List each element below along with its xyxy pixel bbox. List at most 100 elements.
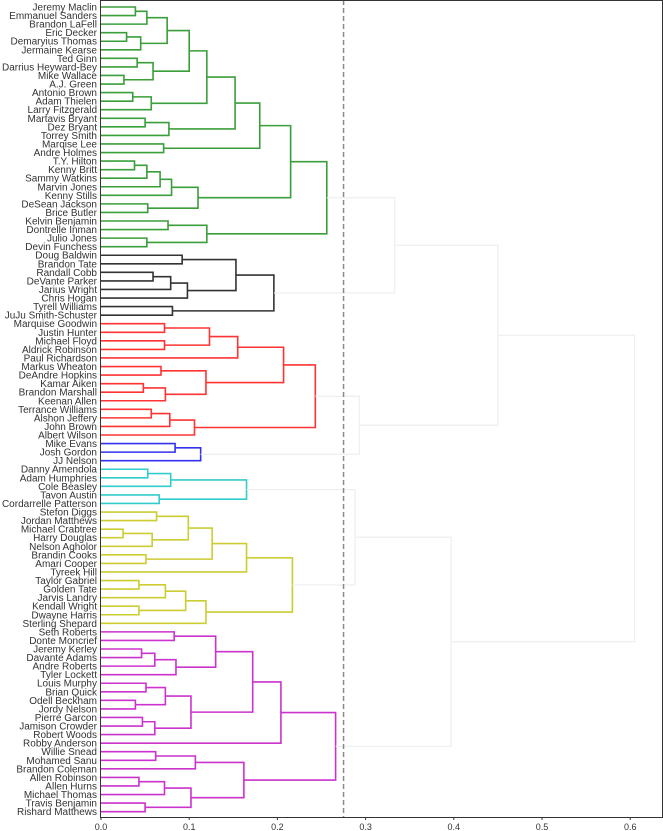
x-tick-label: 0.6 xyxy=(624,822,637,831)
leaf-label: Robert Woods xyxy=(33,730,97,741)
dendrogram-link xyxy=(101,408,153,419)
dendrogram-link xyxy=(147,186,199,209)
leaf-label: Tyrell Williams xyxy=(33,302,97,313)
dendrogram-link xyxy=(101,648,143,659)
leaf-label: Devin Funchess xyxy=(25,242,97,253)
leaf-label: Michael Crabtree xyxy=(21,525,98,536)
dendrogram-link xyxy=(335,536,452,747)
leaf-label: Brandon Tate xyxy=(38,259,98,270)
dendrogram-link xyxy=(190,650,254,713)
dendrogram-link xyxy=(101,472,172,488)
dendrogram-link xyxy=(101,220,169,231)
dendrogram-link xyxy=(160,370,207,396)
dendrogram-link xyxy=(101,652,156,667)
dendrogram-link xyxy=(101,164,148,179)
dendrogram-link xyxy=(246,488,356,586)
leaf-label: Dontrelle Inman xyxy=(26,225,97,236)
leaf-label: Andre Roberts xyxy=(33,662,97,673)
leaf-label: Adam Humphries xyxy=(20,473,97,484)
dendrogram-link xyxy=(138,590,187,612)
leaf-label: Aldrick Robinson xyxy=(22,345,97,356)
dendrogram-link xyxy=(101,282,189,299)
dendrogram-link xyxy=(145,787,192,809)
leaf-label: John Brown xyxy=(44,422,97,433)
leaf-label: Brandin Cooks xyxy=(31,550,97,561)
dendrogram-link xyxy=(153,29,190,72)
leaf-label: DeSean Jackson xyxy=(21,199,97,210)
dendrogram-link xyxy=(101,579,140,590)
leaf-label: Michael Floyd xyxy=(35,336,97,347)
leaf-label: Marquise Goodwin xyxy=(14,319,97,330)
dendrogram-link xyxy=(194,364,317,429)
dendrogram-link xyxy=(135,686,167,706)
dendrogram-link xyxy=(101,600,207,625)
leaf-label: Travis Benjamin xyxy=(26,799,97,810)
dendrogram-link xyxy=(101,699,137,710)
leaf-label: Jarvis Landry xyxy=(38,593,97,604)
leaf-label: Brian Quick xyxy=(45,687,98,698)
dendrogram-link xyxy=(145,527,213,560)
dendrogram-link xyxy=(101,305,174,316)
leaf-label: Markus Wheaton xyxy=(21,362,97,373)
leaf-label: Terrance Williams xyxy=(18,405,97,416)
leaf-label: Jordy Nelson xyxy=(39,704,97,715)
leaf-label: Randall Cobb xyxy=(36,268,97,279)
leaf-label: Kenny Stills xyxy=(45,191,97,202)
dendrogram-link xyxy=(101,447,202,462)
dendrogram-link xyxy=(101,542,248,573)
leaf-label: Tyler Lockett xyxy=(40,670,97,681)
leaf-label: Mike Wallace xyxy=(38,71,98,82)
dendrogram-link xyxy=(101,776,140,787)
dendrogram-link xyxy=(101,419,196,436)
leaf-label: Kamar Aiken xyxy=(40,379,97,390)
dendrogram-link xyxy=(101,631,176,642)
dendrogram-link xyxy=(243,711,337,781)
dendrogram-link xyxy=(164,327,211,346)
leaf-label: Albert Wilson xyxy=(38,431,97,442)
dendrogram-link xyxy=(359,244,499,426)
x-tick-label: 0.0 xyxy=(95,822,108,831)
dendrogram-link xyxy=(101,802,146,813)
dendrogram-link xyxy=(190,761,245,799)
leaf-label: Brandon Marshall xyxy=(19,388,97,399)
leaf-label: Doug Baldwin xyxy=(35,251,97,262)
leaf-label: Sammy Watkins xyxy=(25,174,97,185)
dendrogram-link xyxy=(101,237,148,248)
leaf-label: A.J. Green xyxy=(49,80,97,91)
dendrogram-link xyxy=(101,468,149,479)
dendrogram-link xyxy=(101,6,137,17)
leaf-label: Jamison Crowder xyxy=(19,722,97,733)
dendrogram-link xyxy=(163,102,261,150)
dendrogram-link xyxy=(101,275,172,291)
x-tick-label: 0.5 xyxy=(536,822,549,831)
dendrogram-link xyxy=(101,605,140,616)
leaf-label: Julio Jones xyxy=(47,234,97,245)
leaf-label: Donte Moncrief xyxy=(29,636,97,647)
dendrogram-link xyxy=(101,10,148,25)
leaf-label: Emmanuel Sanders xyxy=(9,11,97,22)
leaf-label: JJ Nelson xyxy=(53,456,97,467)
dendrogram-link xyxy=(123,61,154,81)
dendrogram-link xyxy=(101,96,153,111)
leaf-label: Josh Gordon xyxy=(40,448,97,459)
leaf-label: DeAndre Hopkins xyxy=(19,371,97,382)
dendrogram-link xyxy=(101,658,177,676)
leaf-label: Rishard Matthews xyxy=(17,807,97,818)
dendrogram-link xyxy=(101,755,197,770)
leaf-label: Marvin Jones xyxy=(38,182,97,193)
dendrogram-link xyxy=(101,720,156,736)
dendrogram-link xyxy=(101,528,124,539)
dendrogram-link xyxy=(101,412,171,428)
leaf-label: Seth Roberts xyxy=(39,627,97,638)
leaf-label: Cole Beasley xyxy=(38,482,97,493)
leaf-label: Allen Robinson xyxy=(30,773,97,784)
leaf-label: JuJu Smith-Schuster xyxy=(5,311,98,322)
dendrogram-link xyxy=(101,271,154,282)
leaf-label: Alshon Jeffery xyxy=(34,413,97,424)
dendrogram-link xyxy=(101,160,136,171)
dendrogram-link xyxy=(205,346,285,384)
dendrogram-link xyxy=(101,203,149,214)
dendrogram-link xyxy=(101,254,183,265)
dendrogram-link xyxy=(101,170,161,188)
